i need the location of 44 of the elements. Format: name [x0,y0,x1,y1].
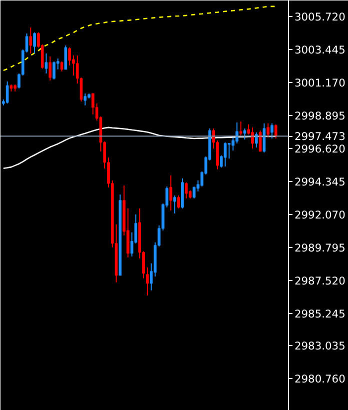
candlestick [262,122,266,153]
candlestick [251,126,254,149]
line-series [2,126,276,170]
candlestick [64,44,68,70]
candlestick [243,128,246,140]
candlestick [146,266,149,296]
candlestick [68,47,71,66]
candlestick [173,194,176,214]
candlestick [239,121,242,136]
y-tick-label: 2994.345 [294,175,346,188]
candlestick [84,92,87,106]
candlestick [169,174,172,211]
y-tick-label: 3003.445 [294,43,346,56]
candlestick [92,92,94,115]
candlestick [44,52,48,74]
candlestick [266,122,270,138]
candlestick [184,182,188,199]
y-tick-label: 2987.520 [294,274,346,288]
candlestick [192,186,196,199]
candlestick [52,60,56,80]
ref-line-label: 2997.473 [294,130,346,144]
y-tick-label: 2989.795 [294,242,346,254]
y-tick-label: 3001.170 [294,76,346,90]
line-series [2,6,276,72]
candlestick [254,132,258,148]
candlestick [177,194,180,209]
y-tick-label: 2998.895 [294,109,346,122]
y-tick-label: 2992.070 [294,208,346,222]
candlestick [33,32,36,54]
candlestick [274,124,278,139]
y-tick-label: 3005.720 [294,10,346,24]
candlestick [29,26,32,54]
y-tick-label: 2996.620 [294,142,346,156]
candlestick [48,56,52,81]
y-tick-label: 2983.035 [294,340,346,353]
candlestick [236,122,238,144]
y-tick-label: 2985.245 [294,308,346,321]
candlestick [258,130,262,152]
candlestick [224,142,227,167]
candlestick [228,142,231,159]
candlestick [6,80,9,104]
y-tick-label: 2980.760 [294,372,346,386]
candlestick [270,122,274,139]
candlestick [60,60,64,72]
